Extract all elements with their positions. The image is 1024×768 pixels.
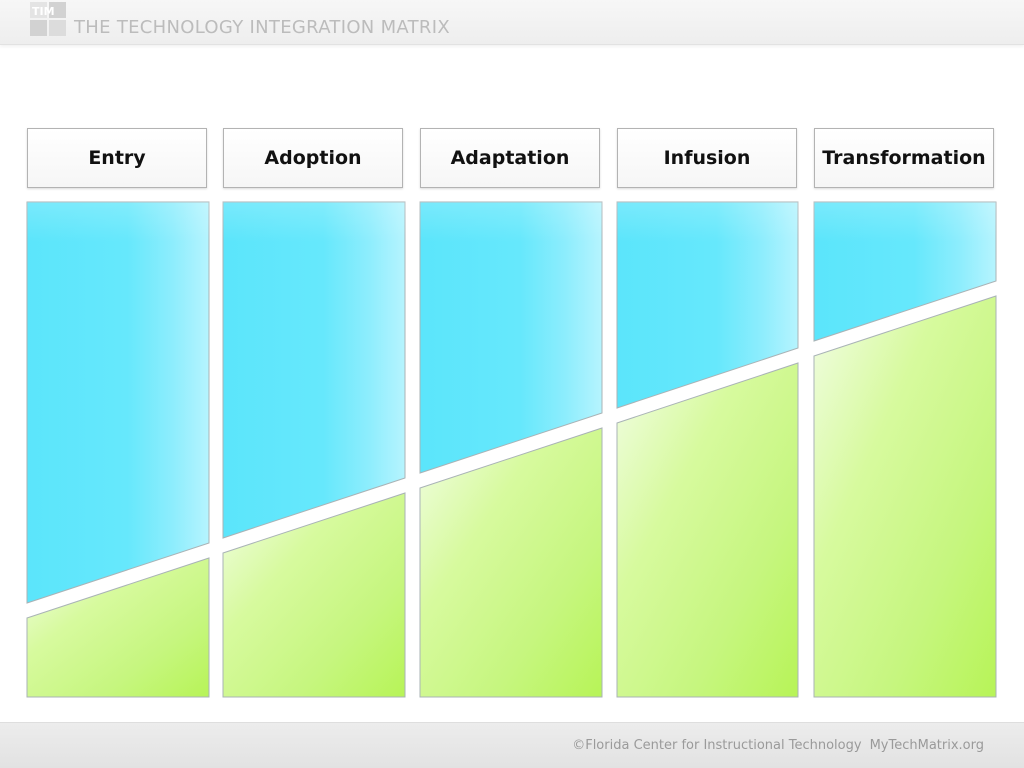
- stage-header-infusion: Infusion: [617, 128, 797, 188]
- infusion-student-region: [616, 362, 799, 698]
- adoption-teacher-region: [222, 201, 406, 539]
- tim-logo-icon: TIM: [30, 2, 66, 36]
- footer-copyright: ©Florida Center for Instructional Techno…: [572, 738, 862, 753]
- footer-credits: ©Florida Center for Instructional Techno…: [564, 738, 984, 753]
- stage-header-entry: Entry: [27, 128, 207, 188]
- stage-header-adaptation: Adaptation: [420, 128, 600, 188]
- transformation-student-region: [813, 295, 997, 698]
- svg-text:TIM: TIM: [32, 5, 55, 18]
- page-title: THE TECHNOLOGY INTEGRATION MATRIX: [74, 17, 450, 38]
- header-bar: TIM THE TECHNOLOGY INTEGRATION MATRIX: [0, 0, 1024, 45]
- sheen-overlay: [27, 202, 996, 242]
- stage-header-transformation: Transformation: [814, 128, 994, 188]
- adaptation-student-region: [419, 427, 603, 698]
- footer-site-link[interactable]: MyTechMatrix.org: [869, 738, 984, 753]
- footer-bar: [0, 722, 1024, 768]
- entry-student-region: [26, 557, 210, 698]
- entry-teacher-region: [26, 201, 210, 604]
- stage-header-adoption: Adoption: [223, 128, 403, 188]
- adaptation-teacher-region: [419, 201, 603, 474]
- adoption-student-region: [222, 492, 406, 698]
